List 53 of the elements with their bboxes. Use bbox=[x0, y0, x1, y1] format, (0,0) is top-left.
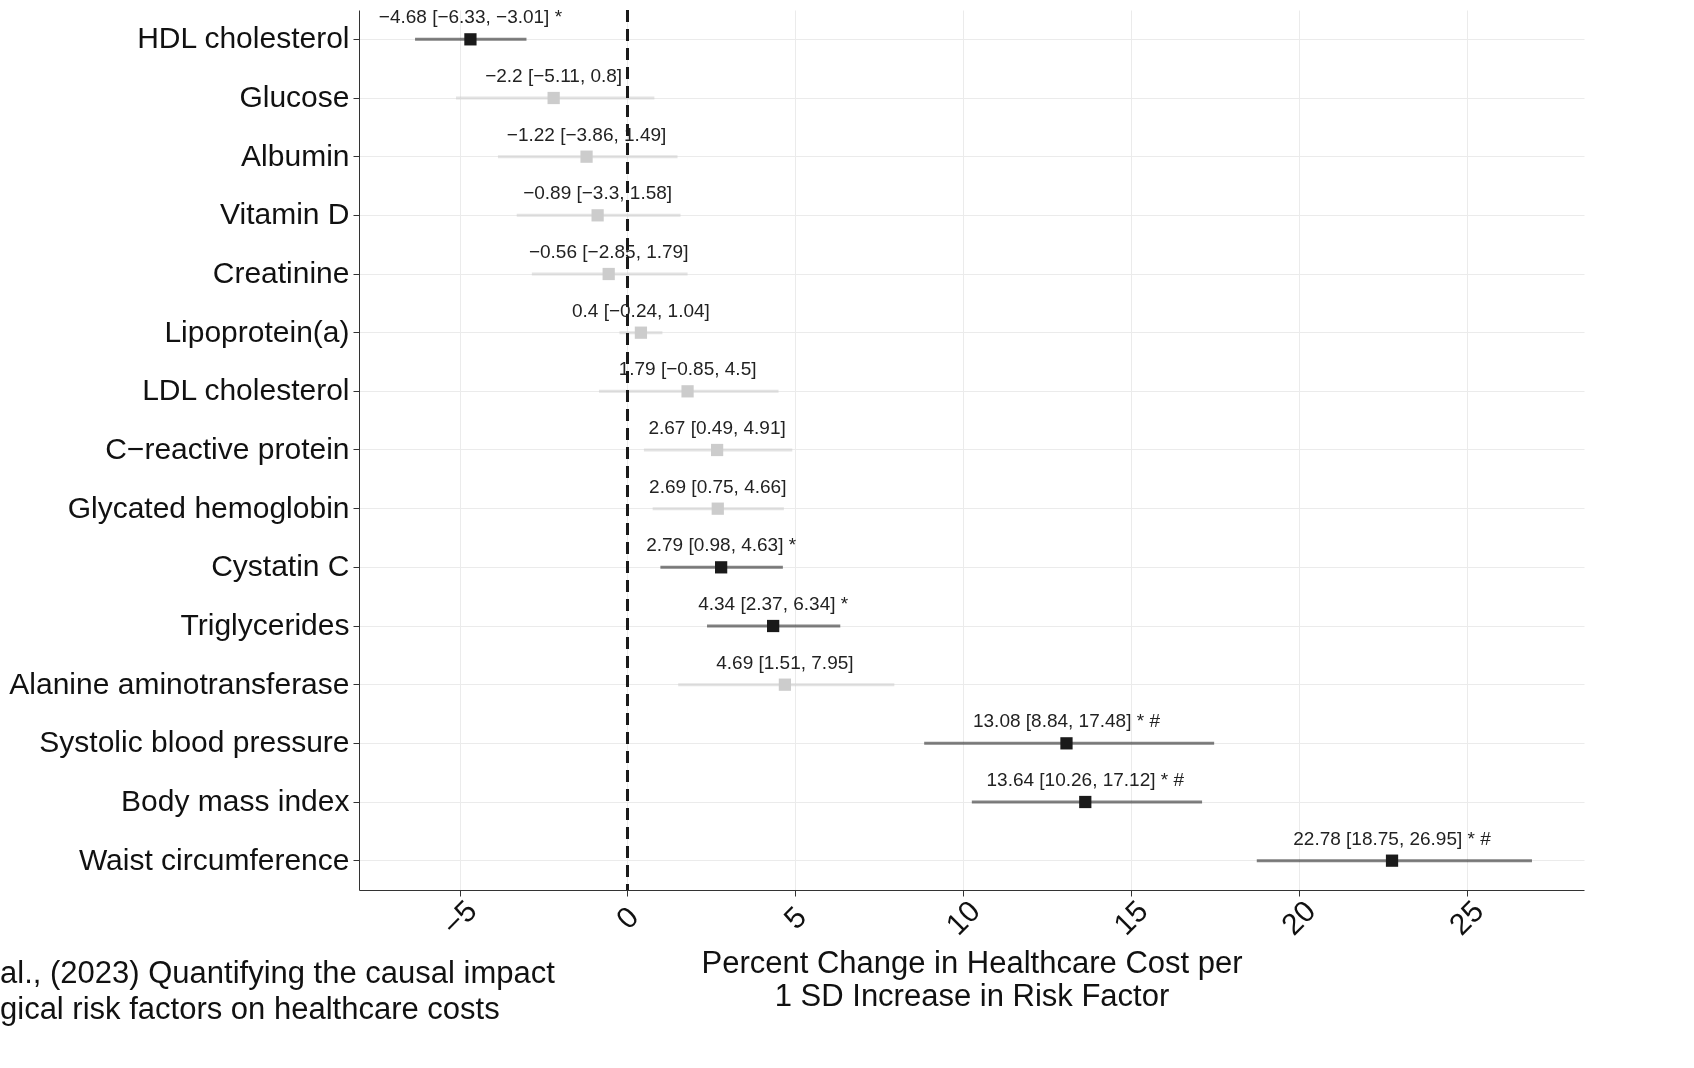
point bbox=[464, 33, 477, 46]
point bbox=[634, 326, 648, 339]
x-tick-label: 5 bbox=[777, 899, 813, 936]
point bbox=[778, 678, 792, 691]
x-tick-label: 15 bbox=[1106, 893, 1154, 941]
y-tick-label: Glycated hemoglobin bbox=[67, 490, 350, 524]
point bbox=[1385, 854, 1399, 867]
y-tick-label: Triglycerides bbox=[180, 608, 350, 641]
data-label: 4.34 [2.37, 6.34] * bbox=[698, 593, 849, 614]
y-tick-label: Lipoprotein(a) bbox=[164, 314, 350, 348]
y-tick-label: Creatinine bbox=[212, 256, 350, 289]
data-label: −0.89 [−3.3, 1.58] bbox=[523, 182, 673, 204]
point bbox=[580, 150, 593, 163]
point bbox=[591, 209, 604, 222]
point bbox=[715, 561, 728, 574]
y-tick-label: Waist circumference bbox=[78, 842, 350, 876]
text: gical risk factors on healthcare costs bbox=[0, 991, 501, 1027]
data-label: 22.78 [18.75, 26.95] * # bbox=[1293, 827, 1492, 849]
point bbox=[602, 267, 615, 281]
x-tick-label: −5 bbox=[435, 893, 483, 942]
x-tick-label: 0 bbox=[609, 899, 645, 936]
y-tick-label: Systolic blood pressure bbox=[39, 725, 350, 759]
y-tick-label: Cystatin C bbox=[211, 549, 350, 583]
point bbox=[710, 443, 724, 457]
point bbox=[1060, 737, 1073, 750]
y-tick-label: HDL cholesterol bbox=[137, 21, 350, 55]
data-label: 2.69 [0.75, 4.66] bbox=[649, 475, 787, 497]
point bbox=[681, 385, 694, 398]
data-label: 4.69 [1.51, 7.95] bbox=[716, 651, 854, 673]
text: al., (2023) Quantifying the causal impact bbox=[0, 955, 555, 991]
point bbox=[547, 91, 560, 105]
y-tick-label: C−reactive protein bbox=[105, 432, 350, 465]
y-tick-label: Albumin bbox=[241, 138, 350, 172]
y-tick-label: Alanine aminotransferase bbox=[9, 666, 350, 700]
x-tick-label: 25 bbox=[1442, 893, 1490, 941]
data-label: −4.68 [−6.33, −3.01] * bbox=[378, 6, 563, 28]
x-tick-label: 10 bbox=[939, 893, 987, 941]
point bbox=[711, 502, 724, 515]
y-tick-label: Vitamin D bbox=[220, 197, 350, 231]
y-tick-label: Glucose bbox=[239, 80, 350, 113]
x-tick-label: 20 bbox=[1274, 893, 1322, 941]
data-label: 13.64 [10.26, 17.12] * # bbox=[986, 769, 1185, 790]
y-tick-label: LDL cholesterol bbox=[142, 373, 350, 407]
data-label: 2.79 [0.98, 4.63] * bbox=[646, 534, 797, 556]
point bbox=[1079, 795, 1092, 809]
y-tick-label: Body mass index bbox=[121, 784, 350, 817]
data-label: 2.67 [0.49, 4.91] bbox=[648, 417, 786, 438]
data-label: −2.2 [−5.11, 0.8] bbox=[485, 65, 623, 86]
data-label: 13.08 [8.84, 17.48] * # bbox=[972, 710, 1161, 732]
x-axis-title: Percent Change in Healthcare Cost per 1 SD Increase in Risk Factor bbox=[701, 945, 1243, 1014]
data-label: −1.22 [−3.86, 1.49] bbox=[506, 123, 667, 145]
data-label: 1.79 [−0.85, 4.5] bbox=[618, 358, 757, 380]
point bbox=[767, 619, 780, 633]
